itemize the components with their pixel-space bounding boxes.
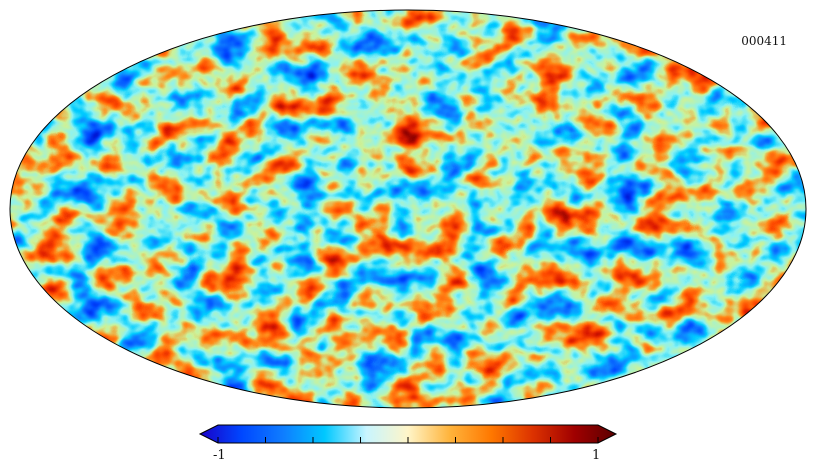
map-outline [9, 9, 807, 409]
colorbar-ticks [217, 437, 599, 443]
colorbar-min-label: -1 [213, 448, 226, 463]
mollweide-map [10, 10, 806, 408]
map-identifier-label: 000411 [741, 34, 787, 48]
colorbar [198, 424, 618, 444]
colorbar-max-label: 1 [592, 448, 601, 463]
